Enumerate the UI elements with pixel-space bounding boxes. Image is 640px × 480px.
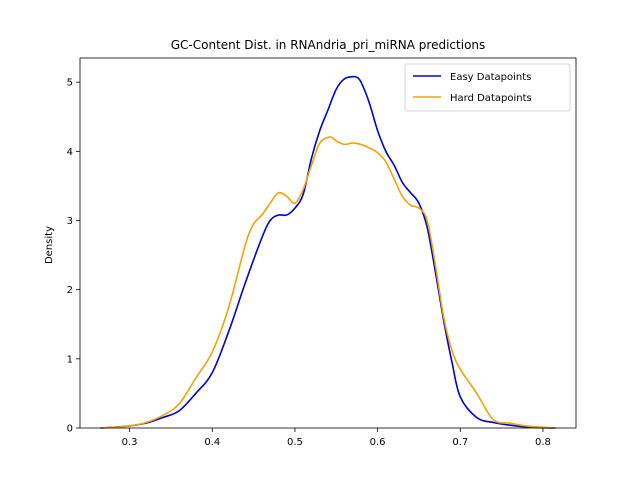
x-tick-label: 0.5 xyxy=(287,437,303,448)
series-line-easy-datapoints xyxy=(99,75,557,429)
x-tick-label: 0.7 xyxy=(452,437,468,448)
legend-box xyxy=(404,63,571,112)
y-axis: 0 1 2 3 4 5 xyxy=(67,78,80,435)
x-tick-label: 0.4 xyxy=(204,437,220,448)
y-tick-label: 0 xyxy=(67,424,73,435)
plot-area-frame xyxy=(79,57,577,429)
legend-label-easy: Easy Datapoints xyxy=(450,72,531,83)
y-tick-label: 1 xyxy=(67,354,73,365)
x-tick-label: 0.6 xyxy=(370,437,386,448)
plot-series xyxy=(99,75,557,429)
y-axis-title: Density xyxy=(44,226,55,264)
y-tick-label: 2 xyxy=(67,285,73,296)
x-axis: 0.3 0.4 0.5 0.6 0.7 0.8 xyxy=(122,428,551,448)
legend-label-hard: Hard Datapoints xyxy=(450,93,532,104)
y-tick-label: 5 xyxy=(67,78,73,89)
y-tick-label: 4 xyxy=(67,147,73,158)
x-tick-label: 0.8 xyxy=(535,437,551,448)
legend: Easy Datapoints Hard Datapoints xyxy=(404,63,571,112)
series-line-hard-datapoints xyxy=(99,136,557,429)
chart-title: GC-Content Dist. in RNAndria_pri_miRNA p… xyxy=(171,38,486,52)
x-tick-label: 0.3 xyxy=(122,437,138,448)
y-tick-label: 3 xyxy=(67,216,73,227)
